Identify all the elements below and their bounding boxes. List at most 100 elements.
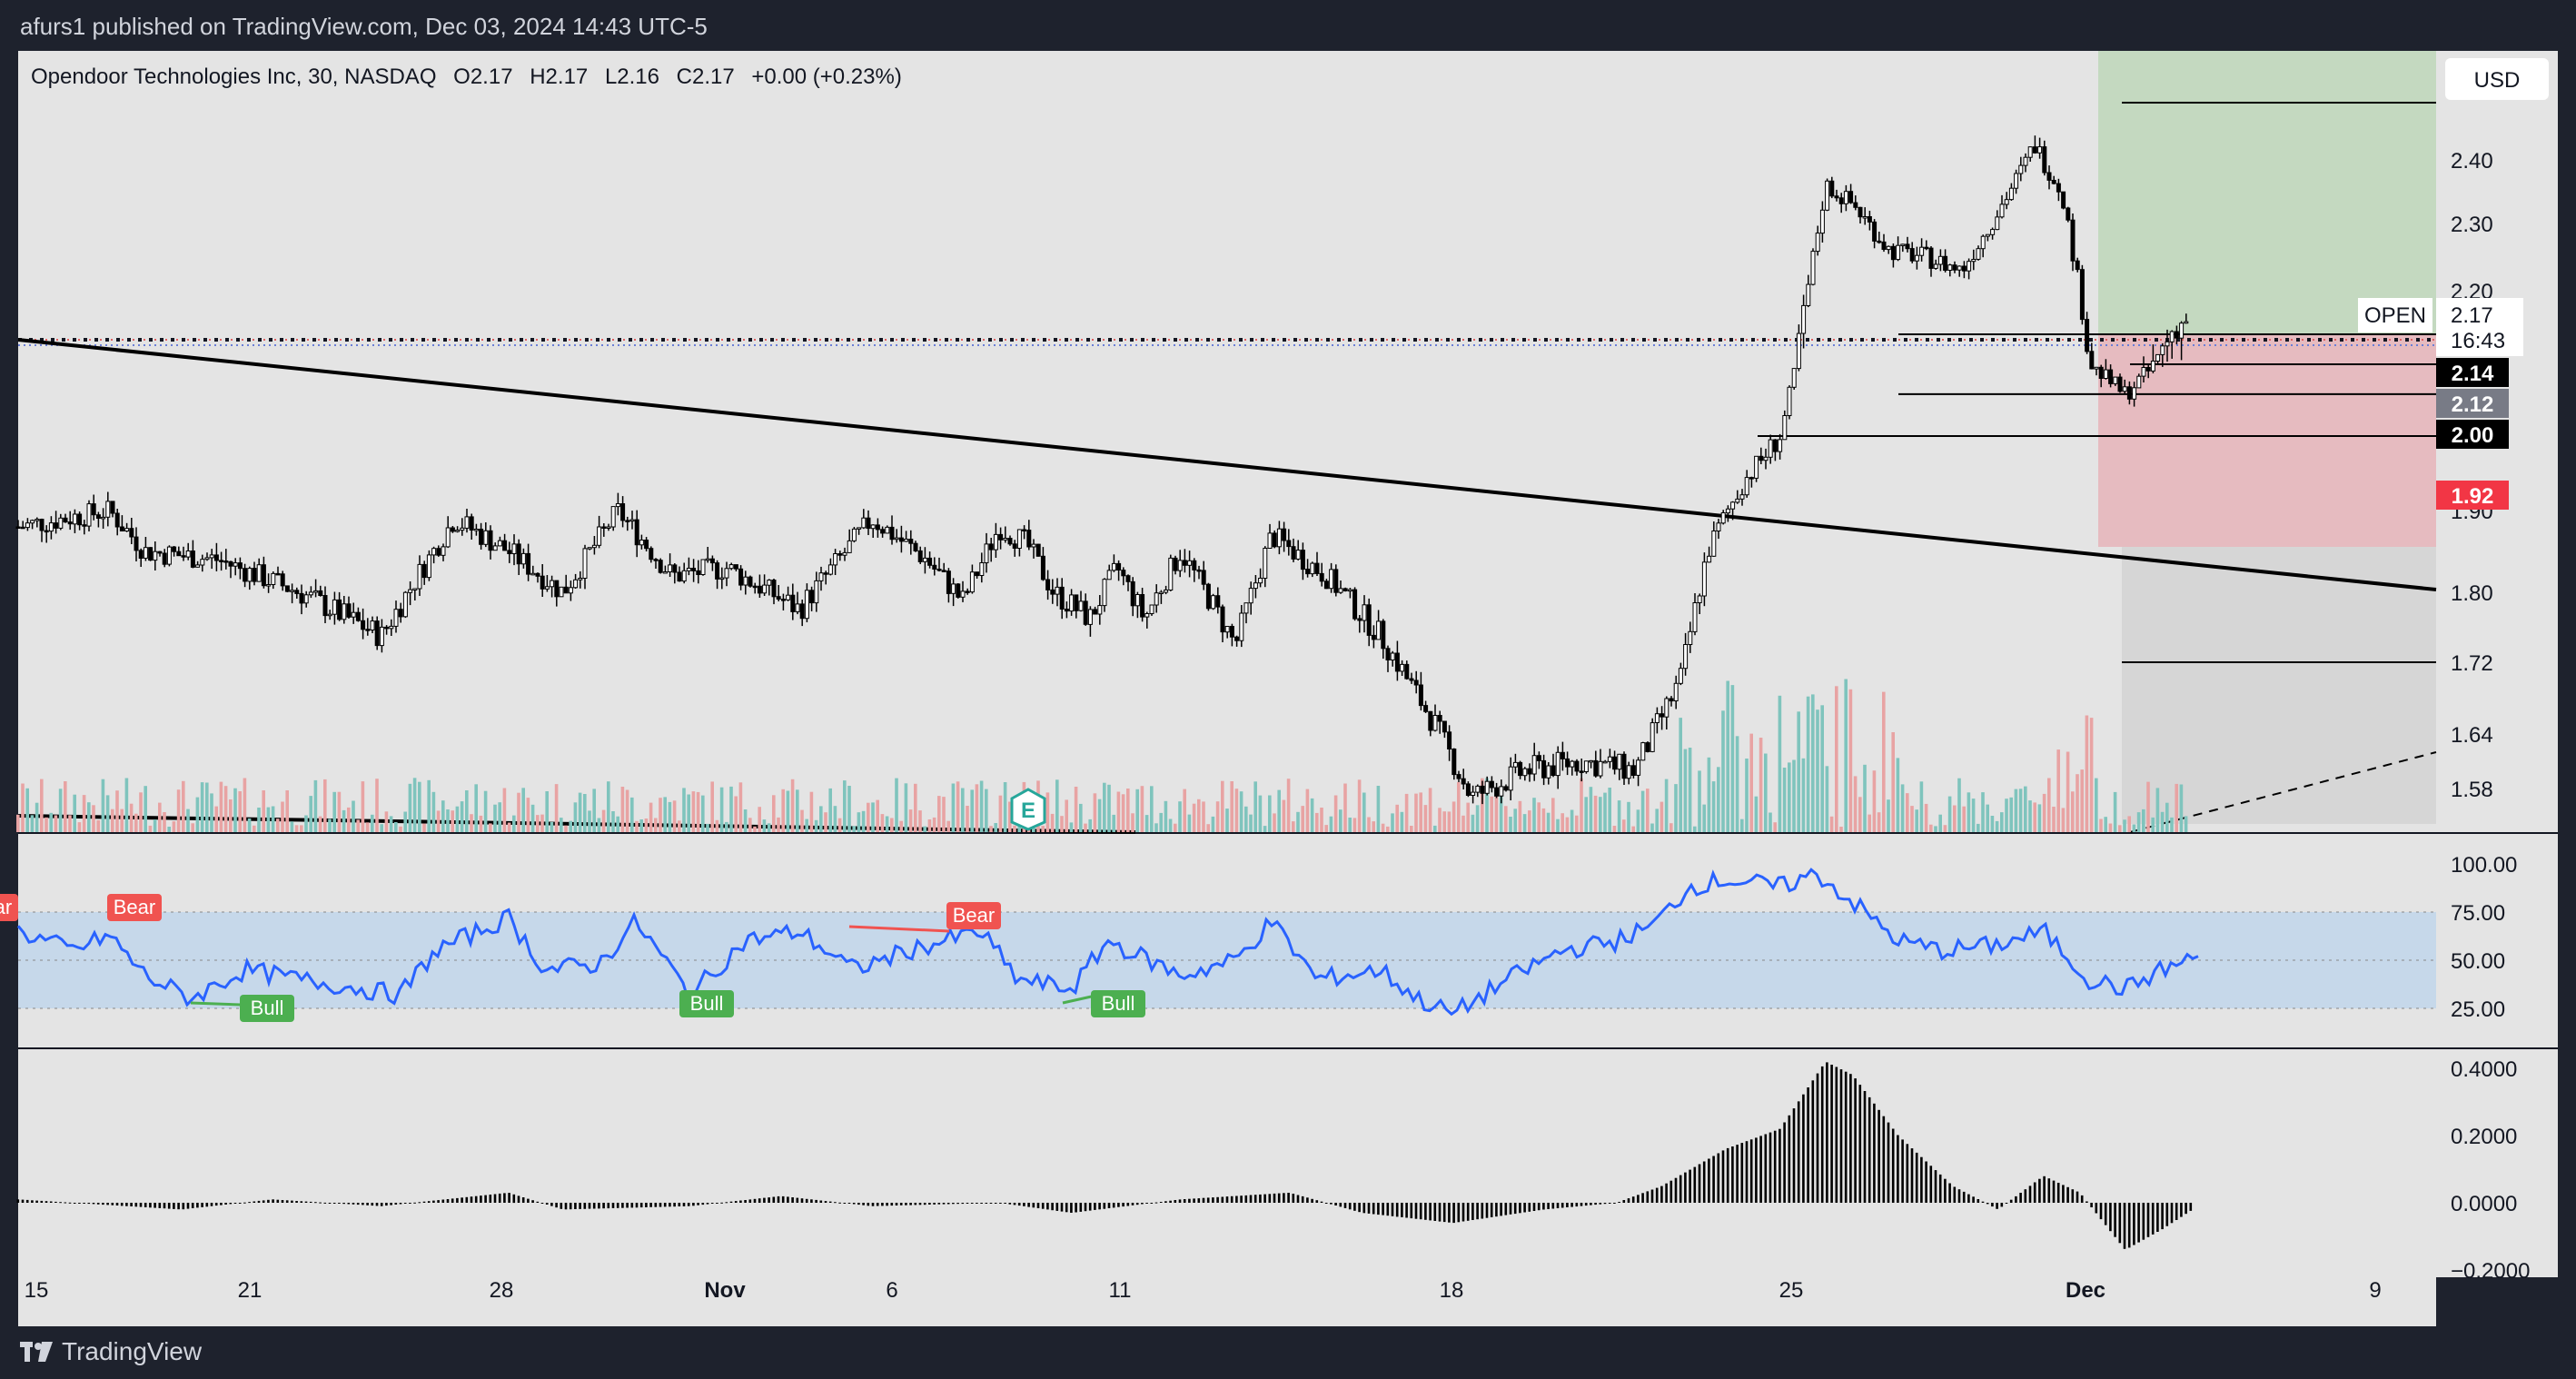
histogram-bar <box>59 1202 62 1204</box>
time-axis[interactable]: 15 21 28 Nov 6 11 18 25 Dec 9 <box>25 1278 2382 1303</box>
histogram-bar <box>262 1200 265 1203</box>
volume-bar <box>200 782 204 832</box>
volume-bar <box>1910 806 1914 832</box>
histogram-bar <box>1117 1203 1120 1207</box>
volume-bar <box>281 801 284 832</box>
histogram-bar <box>621 1203 624 1208</box>
profit-zone[interactable] <box>2098 51 2436 335</box>
volume-bar <box>663 797 667 832</box>
volume-bar <box>729 786 733 832</box>
histogram-bar <box>819 1200 823 1203</box>
histogram-bar <box>2076 1191 2079 1203</box>
candle-body <box>1503 786 1509 791</box>
histogram-bar <box>418 1202 421 1204</box>
candle-body <box>733 564 738 570</box>
candle-body <box>1725 508 1730 514</box>
candle-body <box>271 572 276 586</box>
histogram-bar <box>697 1203 699 1205</box>
volume-bar <box>1698 770 1701 832</box>
histogram-bar <box>134 1203 138 1207</box>
candle-body <box>77 513 83 526</box>
rsi-tick-3: 25.00 <box>2451 997 2505 1022</box>
histogram-bar <box>456 1197 459 1203</box>
histogram-bar <box>1410 1203 1413 1219</box>
histogram-bar <box>111 1203 114 1205</box>
volume-bar <box>970 789 974 832</box>
histogram-bar <box>2019 1193 2022 1203</box>
volume-bar <box>895 778 898 832</box>
volume-bar <box>1622 819 1626 832</box>
bear-label-1-text: Bear <box>114 896 155 918</box>
volume-bar <box>2037 804 2042 832</box>
tradingview-logo[interactable]: TradingView <box>20 1337 202 1366</box>
candle-body <box>894 537 899 541</box>
histogram-bar <box>899 1203 903 1205</box>
price-tick-0: 2.40 <box>2451 149 2493 174</box>
histogram-bar <box>1731 1146 1734 1203</box>
candle-body <box>379 626 384 647</box>
histogram-bar <box>257 1200 261 1203</box>
candle-body <box>15 526 21 529</box>
svg-text:1.92: 1.92 <box>2452 484 2494 509</box>
candle-body <box>1149 604 1154 614</box>
histogram-bar <box>791 1197 794 1203</box>
volume-bar <box>1273 813 1276 832</box>
candle-body <box>1263 548 1268 579</box>
histogram-bar <box>362 1203 364 1205</box>
candle-body <box>1560 751 1565 759</box>
candle-body <box>1362 604 1367 621</box>
candle-body <box>1376 620 1382 640</box>
candle-body <box>984 543 989 564</box>
histogram-bar <box>961 1203 965 1205</box>
histogram-bar <box>976 1203 978 1204</box>
volume-bar <box>176 789 181 832</box>
currency-button[interactable]: USD <box>2445 58 2549 100</box>
volume-bar <box>1504 806 1508 832</box>
volume-bar <box>1164 800 1168 832</box>
histogram-bar <box>1708 1158 1710 1203</box>
volume-bar <box>573 802 578 832</box>
histogram-bar <box>772 1196 776 1203</box>
candle-body <box>30 520 35 524</box>
histogram-bar <box>739 1200 742 1203</box>
candle-body <box>1182 560 1187 566</box>
price-chart[interactable]: E Opendoor Technologies Inc, 30, NASDAQ … <box>0 51 2576 1326</box>
candle-body <box>148 547 154 561</box>
candle-body <box>866 517 871 530</box>
symbol-legend[interactable]: Opendoor Technologies Inc, 30, NASDAQ O2… <box>31 64 902 89</box>
volume-bar <box>120 809 124 832</box>
candle-body <box>1026 530 1032 548</box>
candle-body <box>1778 439 1783 452</box>
volume-bar <box>1986 804 1989 832</box>
histogram-bar <box>342 1203 345 1205</box>
candle-body <box>629 519 635 522</box>
volume-bar <box>1499 787 1503 832</box>
candle-body <box>1305 569 1311 575</box>
candle-body <box>1282 528 1287 541</box>
histogram-bar <box>1891 1128 1895 1203</box>
histogram-bar <box>432 1200 435 1203</box>
volume-bar <box>1679 718 1682 832</box>
volume-bar <box>1792 759 1796 832</box>
volume-bar <box>536 815 540 832</box>
volume-bar <box>1900 784 1905 832</box>
volume-bar <box>1726 680 1729 832</box>
histogram-bar <box>1769 1132 1772 1203</box>
volume-bar <box>809 791 814 832</box>
volume-bar <box>1707 757 1711 832</box>
trendline[interactable] <box>17 338 2437 591</box>
candle-body <box>1602 760 1608 764</box>
volume-bar <box>304 815 308 832</box>
volume-bar <box>687 794 690 832</box>
volume-bar <box>734 796 738 832</box>
price-axis[interactable]: 2.402.302.201.901.801.721.641.58 <box>2451 149 2493 802</box>
volume-bar <box>394 822 398 832</box>
candle-body <box>946 570 951 594</box>
time-label-3: Nov <box>704 1278 746 1303</box>
histogram-bar <box>1263 1194 1266 1203</box>
candle-body <box>1451 749 1457 776</box>
candle-body <box>587 547 592 550</box>
candle-body <box>1323 580 1329 590</box>
candle-body <box>1371 634 1376 640</box>
earnings-marker[interactable]: E <box>1010 788 1046 831</box>
